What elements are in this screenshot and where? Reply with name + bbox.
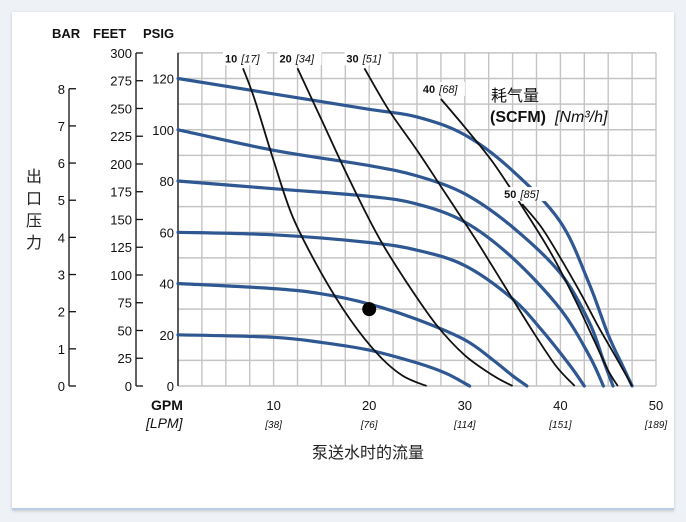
y-axis-title-char: 力 xyxy=(26,233,42,252)
feet-tick-label: 250 xyxy=(110,101,132,116)
gpm-tick-label: 10 xyxy=(266,398,280,413)
pressure-curve xyxy=(176,179,605,388)
gpm-axis-title: GPM xyxy=(151,397,183,413)
air-label: 20 [34] xyxy=(280,53,316,65)
psig-axis: 0 20 40 60 80 100 120 xyxy=(152,52,179,394)
feet-tick-label: 75 xyxy=(118,296,132,311)
bar-tick-label: 7 xyxy=(58,119,65,134)
gpm-tick-label: 20 xyxy=(362,398,376,413)
bar-axis-header: BAR xyxy=(52,26,81,41)
air-label-scfm: 50 xyxy=(504,189,516,201)
lpm-tick-label: [189] xyxy=(644,420,667,431)
lpm-tick-label: [76] xyxy=(360,420,378,431)
feet-tick-label: 275 xyxy=(110,74,132,89)
air-label-nm3h: [34] xyxy=(295,53,315,65)
air-label-nm3h: [68] xyxy=(438,84,458,96)
bar-tick-label: 5 xyxy=(58,193,65,208)
air-label-scfm: 10 xyxy=(225,53,237,65)
air-consumption-line xyxy=(242,67,427,387)
air-label-nm3h: [17] xyxy=(240,53,260,65)
air-consumption-line xyxy=(521,203,633,387)
air-label: 50 [85] xyxy=(504,189,540,201)
y-axis-title-char: 出 xyxy=(26,167,42,186)
air-label-nm3h: [51] xyxy=(362,53,382,65)
air-consumption-line xyxy=(296,67,514,387)
feet-axis: 0 25 50 75 100 125 150 175 200 225 250 275 300 xyxy=(110,46,143,394)
pressure-curve xyxy=(176,333,472,388)
y-axis-title: 出口压力 xyxy=(26,167,42,252)
bar-tick-label: 2 xyxy=(58,305,65,320)
gpm-tick-label: 40 xyxy=(553,398,567,413)
air-label-scfm: 20 xyxy=(280,53,292,65)
psig-tick-label: 60 xyxy=(160,225,174,240)
bar-tick-label: 4 xyxy=(58,230,65,245)
air-label-scfm: 40 xyxy=(423,84,435,96)
feet-tick-label: 0 xyxy=(125,379,132,394)
air-label-bg xyxy=(344,51,389,66)
air-label: 10 [17] xyxy=(225,53,261,65)
bar-tick-label: 1 xyxy=(58,342,65,357)
legend-units: (SCFM) [Nm³/h] xyxy=(490,109,608,126)
feet-tick-label: 100 xyxy=(110,268,132,283)
pressure-curve xyxy=(176,281,529,388)
pressure-curve xyxy=(176,230,586,388)
air-label: 40 [68] xyxy=(423,84,459,96)
bar-axis: 0 1 2 3 4 5 6 7 8 xyxy=(58,82,76,394)
air-consumption-line xyxy=(440,98,619,387)
feet-tick-label: 300 xyxy=(110,46,132,61)
air-consumption-labels: 10 [17] 20 [34] 30 [51] 40 [68] 50 [85] xyxy=(223,51,547,202)
lpm-tick-label: [114] xyxy=(453,420,476,431)
psig-axis-header: PSIG xyxy=(143,26,174,41)
operating-point-marker xyxy=(362,302,377,317)
legend-nm3h: [Nm³/h] xyxy=(554,109,608,126)
pressure-curve xyxy=(176,128,615,388)
gpm-tick-label: 50 xyxy=(649,398,663,413)
feet-tick-label: 175 xyxy=(110,185,132,200)
legend-scfm: (SCFM) xyxy=(490,109,546,126)
air-label-scfm: 30 xyxy=(346,53,358,65)
bar-tick-label: 3 xyxy=(58,268,65,283)
psig-tick-label: 40 xyxy=(160,277,174,292)
bar-tick-label: 0 xyxy=(58,379,65,394)
air-label-bg xyxy=(420,82,465,96)
y-axis-title-char: 口 xyxy=(26,189,42,208)
psig-tick-label: 0 xyxy=(167,379,174,394)
lpm-axis-title: [LPM] xyxy=(145,415,184,431)
feet-tick-label: 125 xyxy=(110,240,132,255)
air-label: 30 [51] xyxy=(346,53,382,65)
feet-axis-header: FEET xyxy=(93,26,126,41)
lpm-tick-label: [151] xyxy=(548,420,571,431)
y-axis-title-text: 出口压力 xyxy=(26,167,42,252)
bar-tick-label: 6 xyxy=(58,156,65,171)
lpm-tick-label: [38] xyxy=(264,420,282,431)
air-label-bg xyxy=(502,187,547,202)
pressure-curve xyxy=(176,76,634,388)
x-axis-title: 泵送水时的流量 xyxy=(312,443,424,462)
psig-tick-label: 80 xyxy=(160,174,174,189)
psig-tick-label: 120 xyxy=(152,72,174,87)
air-label-bg xyxy=(223,51,268,66)
feet-tick-label: 50 xyxy=(118,323,132,338)
air-consumption-line xyxy=(363,67,576,387)
air-consumption-lines xyxy=(242,67,633,387)
gpm-tick-label: 30 xyxy=(458,398,472,413)
feet-tick-label: 200 xyxy=(110,157,132,172)
y-axis-title-char: 压 xyxy=(26,211,42,230)
legend: 耗气量 (SCFM) [Nm³/h] xyxy=(490,86,608,126)
psig-tick-label: 20 xyxy=(160,328,174,343)
plot-grid xyxy=(177,52,657,387)
psig-tick-label: 100 xyxy=(152,123,174,138)
feet-tick-label: 225 xyxy=(110,129,132,144)
legend-cn-text: 耗气量 xyxy=(491,86,539,105)
bar-tick-label: 8 xyxy=(58,82,65,97)
air-label-bg xyxy=(277,51,322,66)
feet-tick-label: 25 xyxy=(118,351,132,366)
air-label-nm3h: [85] xyxy=(519,189,539,201)
x-axis: 10 [38] 20 [76] 30 [114] 40 [151] 50 [189] xyxy=(264,398,667,431)
feet-tick-label: 150 xyxy=(110,212,132,227)
pressure-curves xyxy=(176,76,634,388)
